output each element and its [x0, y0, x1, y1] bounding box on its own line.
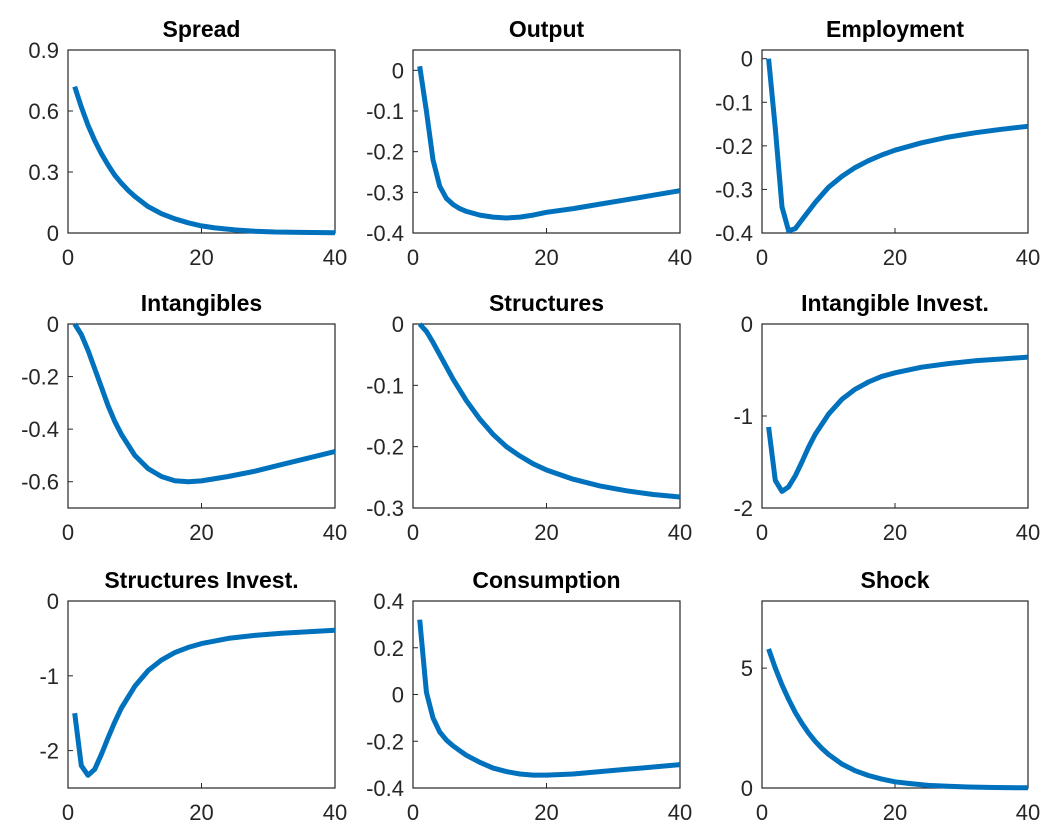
series-line — [766, 648, 1029, 791]
y-tick-label: -0.2 — [366, 729, 404, 754]
y-tick-label: 0.6 — [28, 99, 59, 124]
x-tick-label: 0 — [407, 800, 419, 825]
series-line — [72, 627, 336, 778]
x-tick-label: 0 — [62, 245, 74, 270]
subplot-employment: Employment 0 20 40 -0.4 -0.3 -0.2 -0.1 0 — [715, 16, 1040, 270]
subplot-title: Intangibles — [141, 290, 262, 316]
x-tick-label: 20 — [534, 800, 558, 825]
x-tick-label: 40 — [668, 245, 692, 270]
y-tick-label: 0 — [47, 312, 59, 337]
x-tick-label: 40 — [1016, 520, 1040, 545]
subplot-shock: Shock 0 20 40 0 5 — [741, 567, 1040, 825]
x-tick-label: 20 — [189, 245, 213, 270]
subplot-title: Shock — [860, 567, 929, 593]
y-tick-label: -0.1 — [715, 90, 753, 115]
x-tick-label: 40 — [323, 800, 347, 825]
subplot-title: Intangible Invest. — [801, 290, 989, 316]
x-tick-label: 40 — [323, 520, 347, 545]
subplot-title: Structures Invest. — [104, 567, 298, 593]
x-tick-label: 20 — [534, 520, 558, 545]
y-tick-label: -2 — [733, 496, 753, 521]
subplot-title: Structures — [489, 290, 604, 316]
y-tick-label: 0 — [741, 47, 753, 72]
series-line — [766, 354, 1029, 494]
subplot-output: Output 0 20 40 -0.4 -0.3 -0.2 -0.1 0 — [366, 16, 692, 270]
x-tick-label: 0 — [62, 800, 74, 825]
y-tick-label: 0.4 — [373, 589, 404, 614]
x-tick-label: 40 — [668, 800, 692, 825]
y-tick-label: 0 — [392, 683, 404, 708]
x-tick-label: 40 — [668, 520, 692, 545]
y-tick-label: 0.2 — [373, 636, 404, 661]
axes-box — [412, 600, 681, 789]
y-tick-label: -0.2 — [366, 140, 404, 165]
y-tick-label: -0.4 — [366, 776, 404, 801]
y-tick-label: -0.2 — [366, 435, 404, 460]
subplot-title: Consumption — [472, 567, 620, 593]
series-line — [72, 85, 336, 236]
x-tick-label: 0 — [407, 245, 419, 270]
y-tick-label: -1 — [39, 664, 59, 689]
x-tick-label: 40 — [1016, 800, 1040, 825]
series-line — [766, 58, 1029, 234]
axes-box — [67, 600, 336, 789]
y-tick-label: -0.4 — [366, 221, 404, 246]
axes-box — [761, 323, 1029, 509]
y-tick-label: -0.3 — [366, 496, 404, 521]
y-tick-label: 0 — [47, 221, 59, 246]
axes-box — [761, 49, 1029, 234]
subplot-consumption: Consumption 0 20 40 -0.4 -0.2 0 0.2 0.4 — [366, 567, 692, 825]
series-line — [72, 322, 336, 485]
y-tick-label: 5 — [741, 656, 753, 681]
y-tick-label: -0.2 — [21, 365, 59, 390]
y-tick-label: 0.3 — [28, 160, 59, 185]
y-tick-label: 0 — [392, 58, 404, 83]
x-tick-label: 40 — [323, 245, 347, 270]
series-line — [417, 619, 681, 778]
x-tick-label: 20 — [883, 245, 907, 270]
y-tick-label: 0.9 — [28, 38, 59, 63]
y-tick-label: 0 — [392, 312, 404, 337]
y-tick-label: -1 — [733, 404, 753, 429]
series-line — [417, 65, 681, 221]
y-tick-label: -0.1 — [366, 373, 404, 398]
y-tick-label: -0.2 — [715, 134, 753, 159]
subplot-structures: Structures 0 20 40 -0.3 -0.2 -0.1 0 — [366, 290, 692, 545]
x-tick-label: 40 — [1016, 245, 1040, 270]
x-tick-label: 20 — [883, 800, 907, 825]
x-tick-label: 0 — [756, 520, 768, 545]
x-tick-label: 20 — [534, 245, 558, 270]
axes-box — [67, 49, 336, 234]
y-tick-label: -0.4 — [21, 417, 59, 442]
x-tick-label: 20 — [189, 800, 213, 825]
y-tick-label: 0 — [741, 776, 753, 801]
subplot-structures-invest: Structures Invest. 0 20 40 -2 -1 0 — [39, 567, 347, 825]
x-tick-label: 0 — [407, 520, 419, 545]
x-tick-label: 20 — [883, 520, 907, 545]
y-tick-label: 0 — [47, 589, 59, 614]
y-tick-label: -0.4 — [715, 221, 753, 246]
y-tick-label: 0 — [741, 312, 753, 337]
x-tick-label: 0 — [756, 800, 768, 825]
axes-box — [412, 323, 681, 509]
subplot-title: Employment — [826, 16, 964, 42]
axes-box — [761, 600, 1029, 789]
y-tick-label: -0.1 — [366, 99, 404, 124]
y-tick-label: -2 — [39, 739, 59, 764]
x-tick-label: 20 — [189, 520, 213, 545]
x-tick-label: 0 — [62, 520, 74, 545]
subplot-title: Spread — [163, 16, 241, 42]
subplot-intangibles: Intangibles 0 20 40 -0.6 -0.4 -0.2 0 — [21, 290, 347, 545]
series-line — [417, 322, 681, 500]
y-tick-label: -0.3 — [366, 180, 404, 205]
x-tick-label: 0 — [756, 245, 768, 270]
subplot-intangible-invest: Intangible Invest. 0 20 40 -2 -1 0 — [733, 290, 1040, 545]
subplot-title: Output — [509, 16, 585, 42]
y-tick-label: -0.3 — [715, 177, 753, 202]
y-tick-label: -0.6 — [21, 470, 59, 495]
subplot-spread: Spread 0 20 40 0 0.3 0.6 0.9 — [28, 16, 347, 270]
